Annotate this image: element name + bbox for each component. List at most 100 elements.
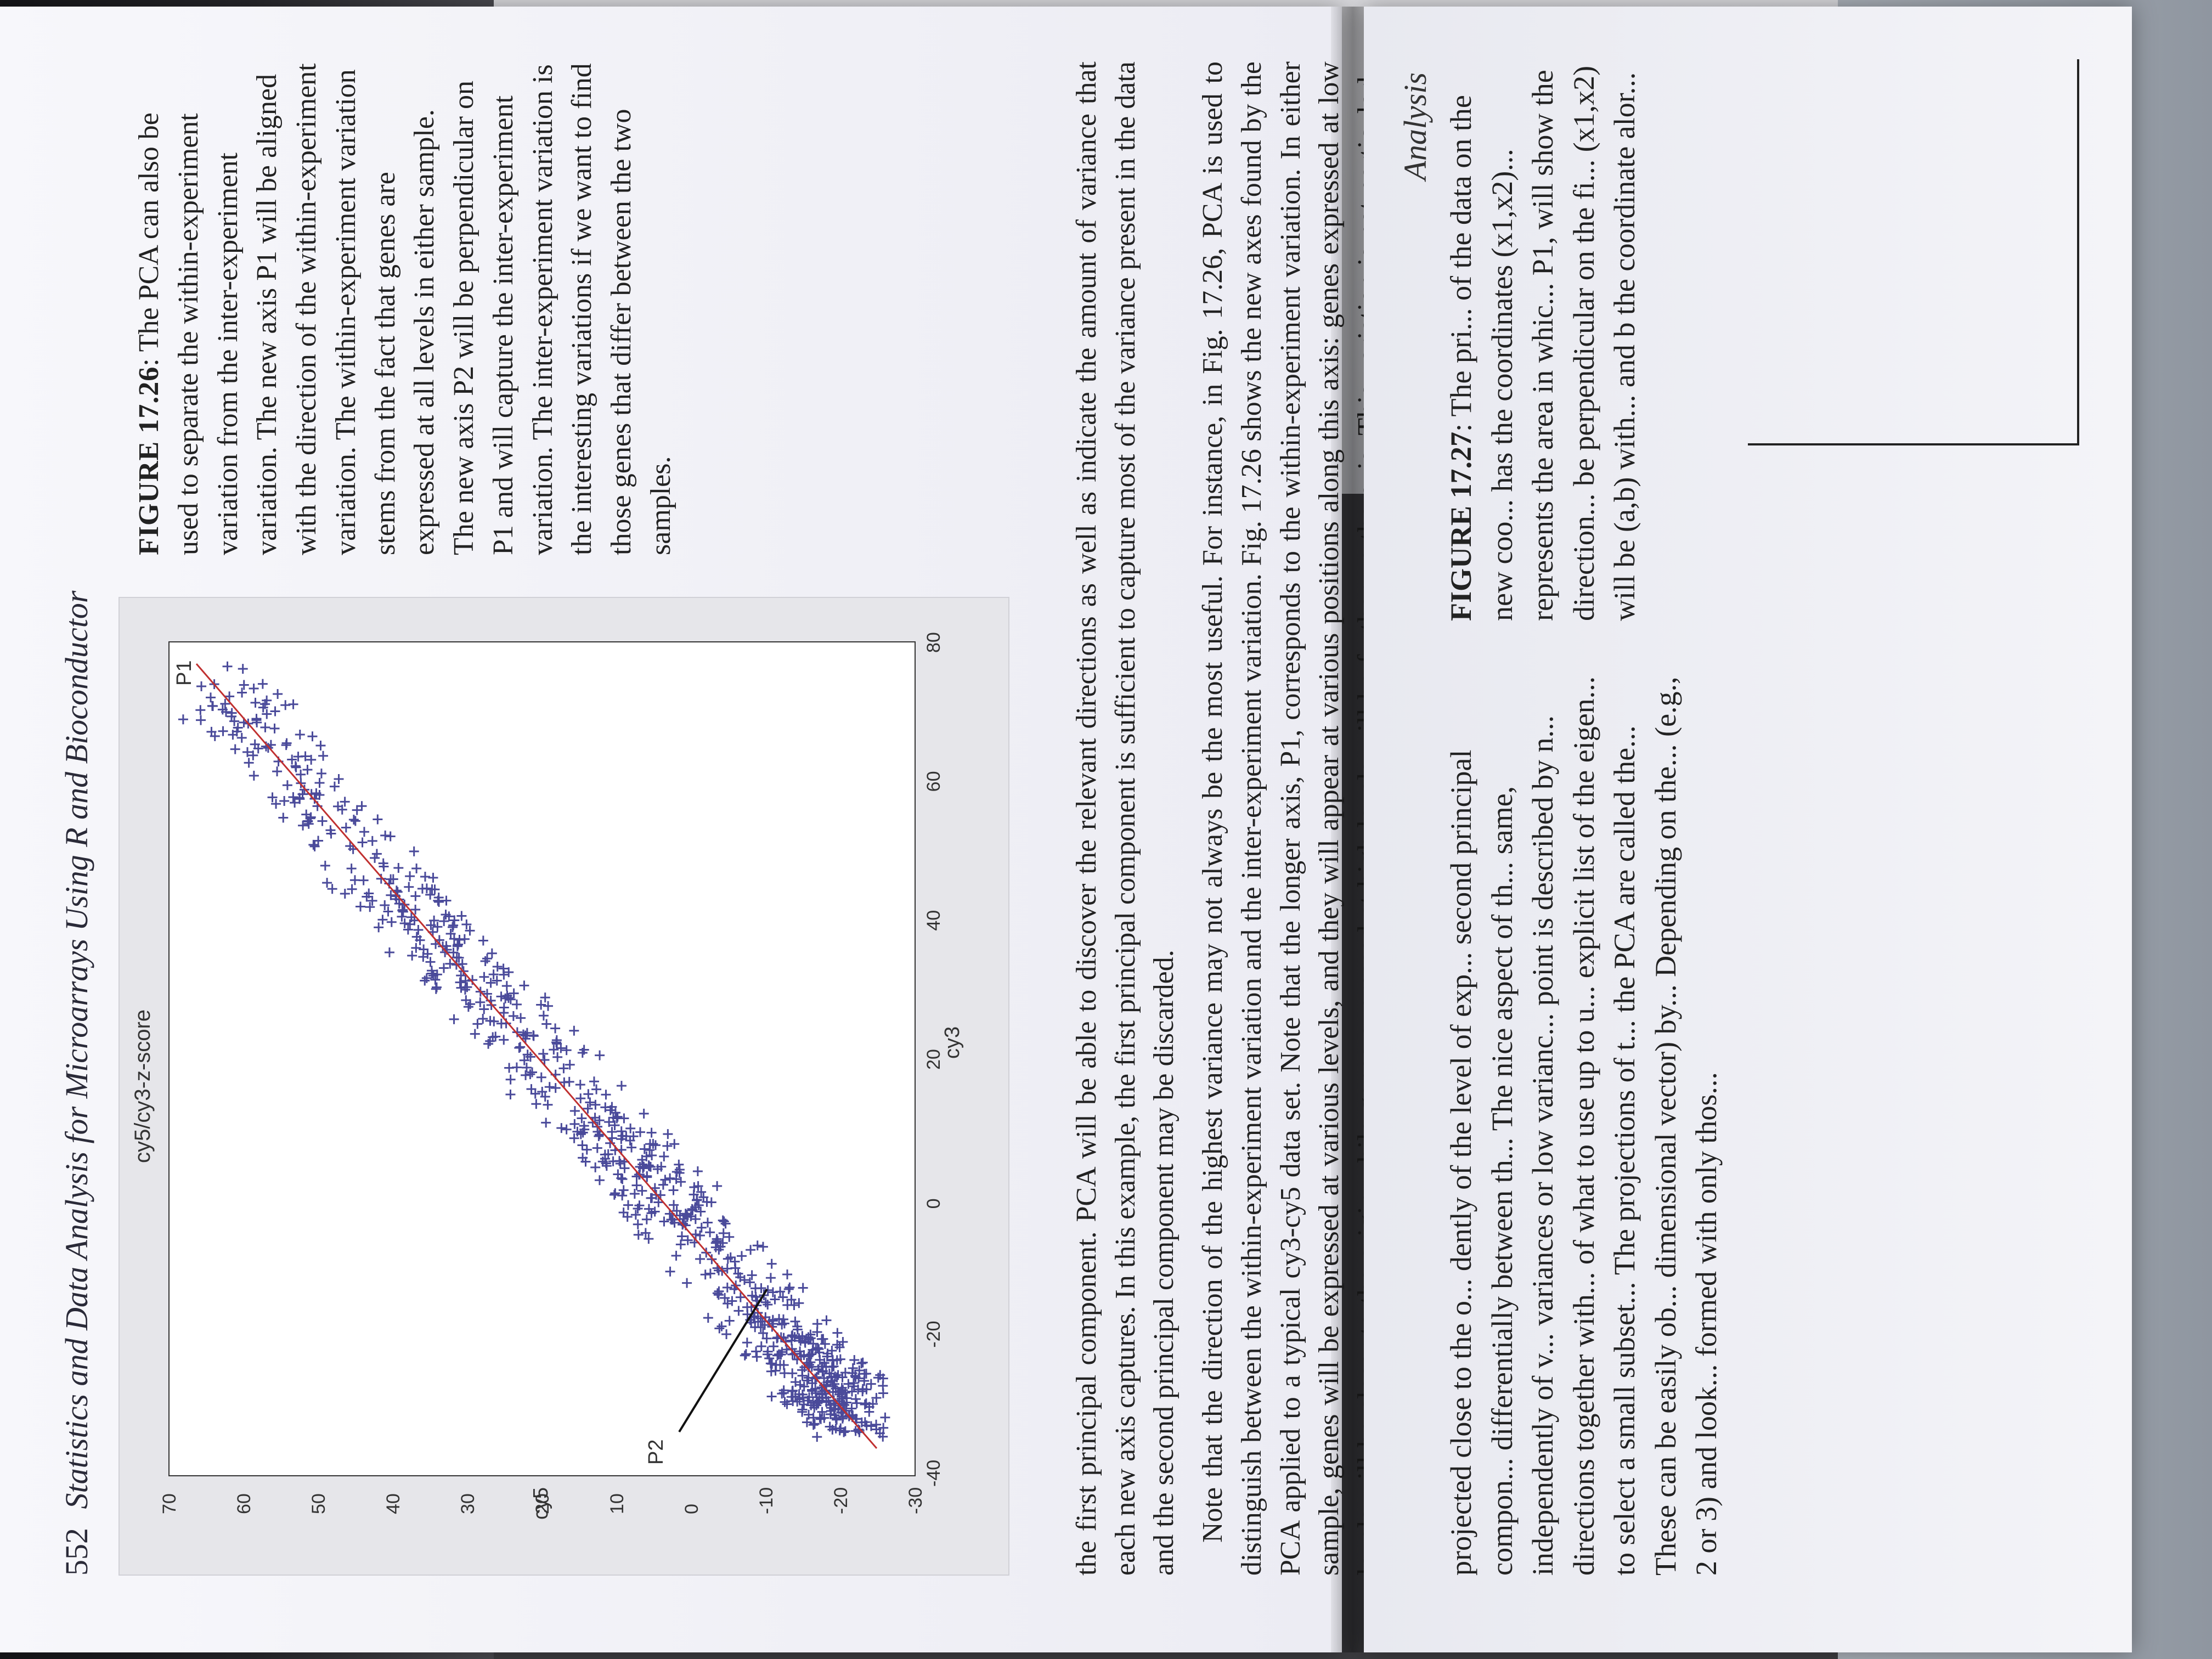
data-point xyxy=(675,1239,686,1250)
data-point xyxy=(590,1099,601,1110)
data-point xyxy=(826,1406,836,1416)
data-point xyxy=(857,1357,868,1368)
data-point xyxy=(420,975,430,986)
data-point xyxy=(454,935,465,945)
data-point xyxy=(380,830,391,840)
data-point xyxy=(453,940,463,950)
data-point xyxy=(724,1316,735,1326)
data-point xyxy=(577,1140,588,1150)
data-point xyxy=(196,715,206,725)
data-point xyxy=(482,989,492,999)
data-point xyxy=(780,1397,790,1407)
data-point xyxy=(505,1074,516,1085)
data-point xyxy=(817,1386,827,1397)
data-point xyxy=(278,812,289,823)
data-point xyxy=(592,1143,602,1153)
data-point xyxy=(257,679,268,689)
next-figure-caption: FIGURE 17.27: The pri... of the data on … xyxy=(1441,61,1645,621)
data-point xyxy=(795,1346,805,1357)
x-axis-label: cy3 xyxy=(941,1026,964,1059)
data-point xyxy=(718,1228,729,1238)
data-point xyxy=(329,781,340,792)
data-point xyxy=(747,1270,757,1280)
data-point xyxy=(676,1231,687,1242)
data-point xyxy=(752,1352,762,1362)
data-point xyxy=(851,1398,862,1408)
data-point xyxy=(537,1086,548,1097)
data-point xyxy=(788,1396,798,1407)
data-point xyxy=(812,1327,822,1338)
data-point xyxy=(625,1136,635,1146)
data-point xyxy=(878,1423,889,1433)
data-point xyxy=(496,1018,506,1029)
data-point xyxy=(314,777,325,788)
data-point xyxy=(838,1336,848,1347)
data-point xyxy=(340,797,350,807)
data-point xyxy=(693,1181,703,1192)
p2-label: P2 xyxy=(645,1440,668,1465)
data-point xyxy=(509,988,519,998)
data-point xyxy=(589,1076,599,1087)
data-point xyxy=(827,1356,838,1366)
data-point xyxy=(569,1133,579,1143)
data-point xyxy=(505,1090,516,1100)
data-point xyxy=(850,1394,861,1404)
data-point xyxy=(822,1348,833,1359)
data-point xyxy=(282,780,292,791)
data-point xyxy=(763,1346,773,1357)
data-point xyxy=(531,1099,541,1109)
y-ticks: 70 60 50 40 30 20 10 0 -10 -20 -30 xyxy=(159,1487,926,1514)
data-point xyxy=(499,1035,509,1045)
data-point xyxy=(785,1282,795,1293)
data-point xyxy=(409,846,419,856)
data-point xyxy=(315,741,326,751)
data-point xyxy=(441,910,451,920)
data-point xyxy=(290,761,301,771)
data-point xyxy=(488,969,499,980)
data-point xyxy=(498,963,509,974)
data-point xyxy=(834,1342,845,1352)
data-point xyxy=(605,1105,616,1115)
running-head: 552 Statistics and Data Analysis for Mic… xyxy=(58,591,95,1576)
data-point xyxy=(641,1151,652,1161)
data-point xyxy=(421,883,432,894)
data-point xyxy=(317,816,328,826)
data-point xyxy=(825,1421,835,1432)
data-point xyxy=(536,1072,546,1082)
data-point xyxy=(594,1175,605,1186)
data-point xyxy=(425,889,436,900)
data-point xyxy=(496,991,506,1002)
data-point xyxy=(349,875,360,885)
data-point xyxy=(543,1099,553,1110)
data-point xyxy=(288,792,298,803)
data-point xyxy=(812,1396,822,1407)
data-point xyxy=(839,1427,849,1437)
caption-text: : The PCA can also be used to separate t… xyxy=(133,63,676,555)
data-point xyxy=(411,943,421,953)
data-point xyxy=(832,1328,843,1338)
data-point xyxy=(722,1263,732,1274)
data-point xyxy=(687,1204,697,1214)
data-point xyxy=(434,897,444,907)
data-point xyxy=(550,1023,561,1034)
y-tick-label: -10 xyxy=(756,1487,777,1514)
data-point xyxy=(644,1234,654,1244)
data-point xyxy=(358,875,369,885)
data-point xyxy=(778,1360,789,1370)
data-point xyxy=(218,726,228,736)
y-tick-label: 30 xyxy=(458,1493,478,1514)
data-point xyxy=(618,1185,629,1195)
data-point xyxy=(394,899,404,909)
data-point xyxy=(239,680,249,690)
y-tick-label: 70 xyxy=(159,1493,180,1514)
data-point xyxy=(631,1180,642,1190)
data-point xyxy=(774,1349,785,1359)
next-caption-label: FIGURE 17.27 xyxy=(1444,431,1477,621)
data-point xyxy=(433,895,443,906)
y-tick-label: -30 xyxy=(905,1487,926,1514)
x-tick-label: -40 xyxy=(923,1460,944,1487)
data-point xyxy=(660,1175,670,1185)
data-point xyxy=(617,1174,628,1184)
data-point xyxy=(816,1334,827,1344)
data-point xyxy=(420,872,430,882)
